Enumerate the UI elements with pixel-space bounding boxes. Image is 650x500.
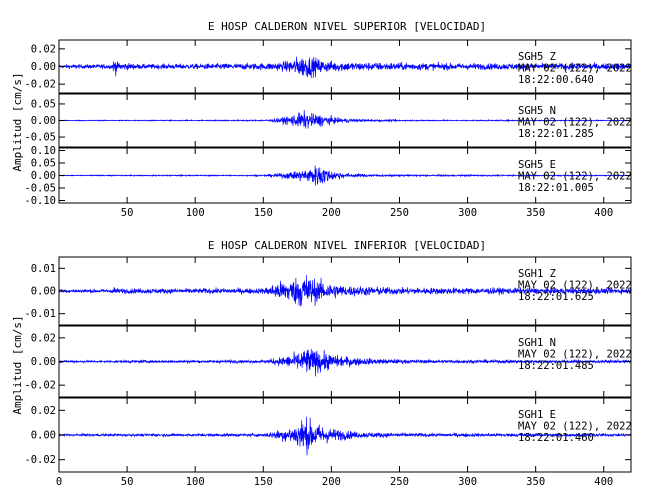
y-tick-label: -0.02 — [24, 380, 56, 392]
y-tick-label: 0.00 — [31, 170, 56, 182]
x-tick-label: 350 — [526, 476, 545, 488]
x-tick-label: 300 — [458, 207, 477, 219]
x-tick-label: 100 — [186, 207, 205, 219]
x-tick-label: 0 — [56, 476, 62, 488]
x-tick-label: 100 — [186, 476, 205, 488]
y-tick-label: 0.00 — [31, 61, 56, 73]
y-tick-label: 0.05 — [31, 158, 56, 170]
waveform-trace — [59, 416, 631, 456]
y-tick-label: -0.10 — [24, 195, 56, 207]
y-tick-label: 0.00 — [31, 286, 56, 298]
y-tick-label: 0.02 — [31, 332, 56, 344]
station-annotation: 18:22:01.625 — [518, 291, 594, 303]
station-annotation: 18:22:01.460 — [518, 432, 594, 444]
station-annotation: SGH1 Z — [518, 268, 556, 280]
y-tick-label: 0.00 — [31, 356, 56, 368]
y-tick-label: 0.01 — [31, 263, 56, 275]
bottom-figure-title: E HOSP CALDERON NIVEL INFERIOR [VELOCIDA… — [208, 239, 486, 252]
station-annotation: MAY 02 (122), 2022 — [518, 280, 632, 292]
y-tick-label: 0.00 — [31, 115, 56, 127]
station-annotation: MAY 02 (122), 2022 — [518, 421, 632, 433]
y-tick-label: -0.05 — [24, 183, 56, 195]
waveform-trace — [59, 348, 631, 377]
waveform-trace — [59, 165, 631, 186]
x-tick-label: 200 — [322, 476, 341, 488]
station-annotation: 18:22:01.285 — [518, 128, 594, 140]
y-tick-label: 0.10 — [31, 145, 56, 157]
x-tick-label: 400 — [594, 476, 613, 488]
waveform-trace — [59, 109, 631, 129]
x-tick-label: 50 — [121, 476, 134, 488]
station-annotation: 18:22:01.005 — [518, 182, 594, 194]
station-annotation: MAY 02 (122), 2022 — [518, 63, 632, 75]
y-tick-label: 0.00 — [31, 430, 56, 442]
x-tick-label: 200 — [322, 207, 341, 219]
station-annotation: 18:22:01.485 — [518, 360, 594, 372]
x-tick-label: 250 — [390, 476, 409, 488]
y-tick-label: -0.01 — [24, 308, 56, 320]
station-annotation: 18:22:00.640 — [518, 74, 594, 86]
x-tick-label: 150 — [254, 207, 273, 219]
station-annotation: SGH5 E — [518, 159, 556, 171]
y-tick-label: 0.02 — [31, 43, 56, 55]
waveform-trace — [59, 275, 631, 307]
x-tick-label: 300 — [458, 476, 477, 488]
station-annotation: MAY 02 (122), 2022 — [518, 171, 632, 183]
station-annotation: SGH1 N — [518, 337, 556, 349]
y-tick-label: 0.05 — [31, 98, 56, 110]
station-annotation: MAY 02 (122), 2022 — [518, 117, 632, 129]
x-tick-label: 250 — [390, 207, 409, 219]
x-tick-label: 50 — [121, 207, 134, 219]
top-figure-ylabel: Amplitud [cm/s] — [11, 72, 24, 171]
bottom-figure-ylabel: Amplitud [cm/s] — [11, 315, 24, 414]
x-tick-label: 350 — [526, 207, 545, 219]
waveform-trace — [59, 56, 631, 79]
x-tick-label: 400 — [594, 207, 613, 219]
y-tick-label: -0.02 — [24, 79, 56, 91]
y-tick-label: -0.05 — [24, 132, 56, 144]
station-annotation: SGH5 N — [518, 105, 556, 117]
top-figure-title: E HOSP CALDERON NIVEL SUPERIOR [VELOCIDA… — [208, 20, 486, 33]
y-tick-label: -0.02 — [24, 454, 56, 466]
y-tick-label: 0.02 — [31, 405, 56, 417]
x-tick-label: 150 — [254, 476, 273, 488]
station-annotation: MAY 02 (122), 2022 — [518, 349, 632, 361]
station-annotation: SGH5 Z — [518, 51, 556, 63]
station-annotation: SGH1 E — [518, 409, 556, 421]
